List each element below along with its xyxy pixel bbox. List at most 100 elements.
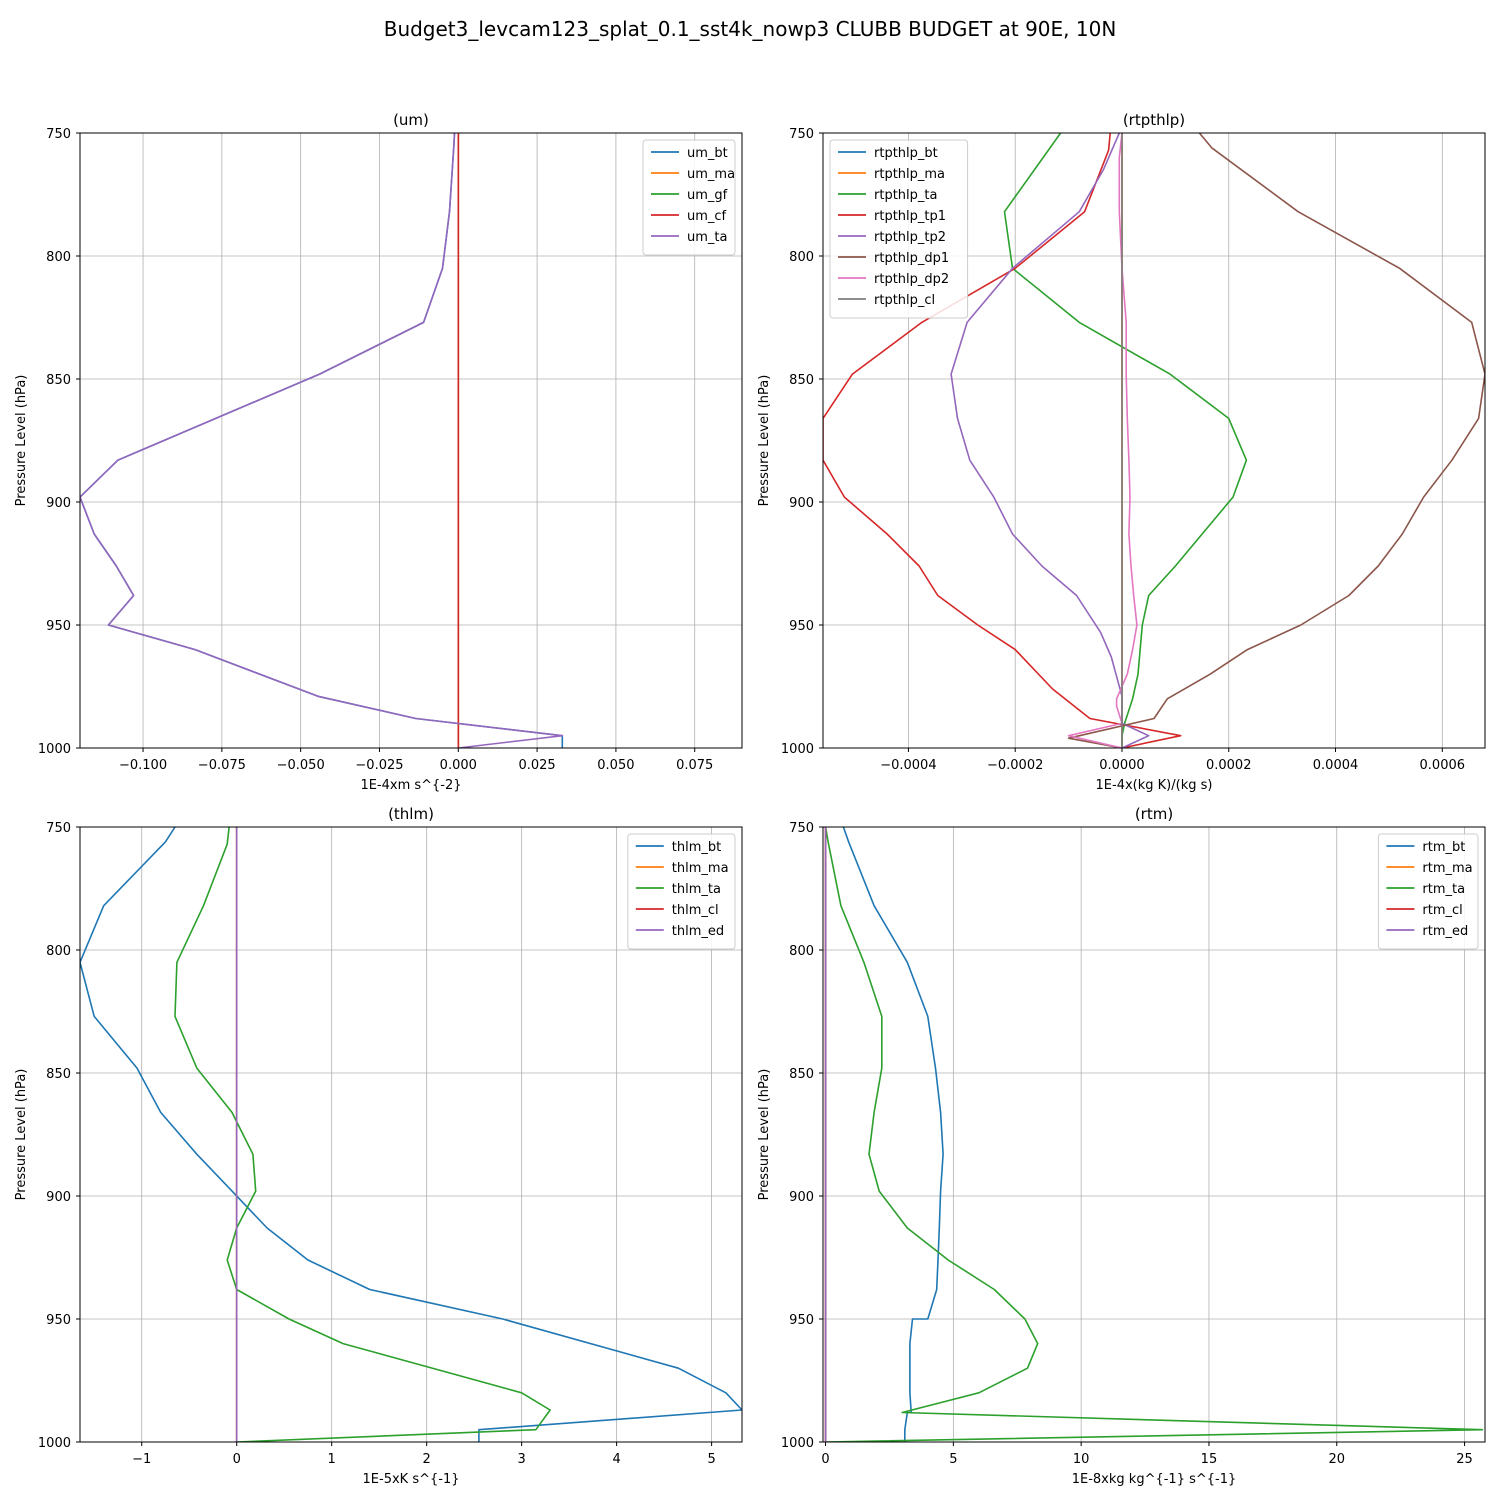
panel-3-xtick-label-2: 10 bbox=[1073, 1452, 1090, 1467]
panel-0-ytick-label-2: 850 bbox=[46, 373, 71, 388]
panel-2-xtick-label-3: 2 bbox=[423, 1452, 431, 1467]
panel-1-xtick-label-2: 0.0000 bbox=[1099, 758, 1145, 773]
panel-0-legend-label-um_cf: um_cf bbox=[687, 209, 727, 224]
panel-0-ylabel: Pressure Level (hPa) bbox=[14, 375, 29, 507]
panel-1-legend: rtpthlp_bt rtpthlp_ma rtpthlp_ta rtpthlp_tp… bbox=[829, 139, 969, 319]
panel-1-title: (rtpthlp) bbox=[1123, 111, 1185, 129]
panel-2-ytick-label-5: 1000 bbox=[38, 1436, 71, 1451]
panel-0-ytick-label-0: 750 bbox=[46, 127, 71, 142]
figure-title: Budget3_levcam123_splat_0.1_sst4k_nowp3 … bbox=[384, 17, 1117, 41]
panel-1-legend-label-rtpthlp_ma: rtpthlp_ma bbox=[874, 167, 945, 182]
panel-0-ytick-label-5: 1000 bbox=[38, 742, 71, 757]
panel-2-legend: thlm_bt thlm_ma thlm_ta thlm_cl thlm_ed bbox=[627, 833, 736, 950]
panel-1-ylabel: Pressure Level (hPa) bbox=[757, 375, 772, 507]
panel-0-title: (um) bbox=[393, 111, 429, 129]
panel-1-ytick-label-0: 750 bbox=[789, 127, 814, 142]
panel-1-ytick-label-5: 1000 bbox=[781, 742, 814, 757]
panel-1-ytick-label-1: 800 bbox=[789, 250, 814, 265]
panel-0-xtick-label-6: 0.050 bbox=[597, 758, 634, 773]
panel-3-xtick-label-0: 0 bbox=[821, 1452, 829, 1467]
panel-2-xtick-label-6: 5 bbox=[707, 1452, 715, 1467]
panel-1-legend-label-rtpthlp_tp2: rtpthlp_tp2 bbox=[874, 230, 946, 245]
panel-1-legend-label-rtpthlp_dp2: rtpthlp_dp2 bbox=[874, 272, 949, 287]
panel-2-legend-label-thlm_ma: thlm_ma bbox=[672, 861, 729, 876]
panel-1-legend-label-rtpthlp_dp1: rtpthlp_dp1 bbox=[874, 251, 949, 266]
panel-2-ytick-label-3: 900 bbox=[46, 1190, 71, 1205]
panel-0-ytick-label-1: 800 bbox=[46, 250, 71, 265]
panel-3-legend-box bbox=[1377, 833, 1479, 950]
panel-2-xtick-label-0: −1 bbox=[132, 1452, 151, 1467]
panel-3-xtick-label-4: 20 bbox=[1328, 1452, 1345, 1467]
panel-1-legend-label-rtpthlp_bt: rtpthlp_bt bbox=[874, 146, 938, 161]
panel-2-title: (thlm) bbox=[388, 805, 434, 823]
panel-0-ytick-label-3: 900 bbox=[46, 496, 71, 511]
panel-2-legend-box bbox=[627, 833, 736, 950]
panel-2-xtick-label-5: 4 bbox=[612, 1452, 620, 1467]
panel-2-ytick-label-1: 800 bbox=[46, 944, 71, 959]
panel-3: 0 5 10 15 20 25 750 800 850 900 950 1000 (rtm) 1E-8xk… bbox=[757, 805, 1486, 1487]
panel-1-frame bbox=[822, 132, 1486, 749]
panel-2-line-thlm_ta bbox=[174, 827, 551, 1442]
panel-1-xtick-label-1: −0.0002 bbox=[987, 758, 1043, 773]
panel-3-legend-label-rtm_ma: rtm_ma bbox=[1422, 861, 1472, 876]
panel-1-ytick-label-4: 950 bbox=[789, 619, 814, 634]
panel-0-legend-label-um_ta: um_ta bbox=[687, 230, 727, 245]
panel-2-xtick-label-4: 3 bbox=[518, 1452, 526, 1467]
panel-3-title: (rtm) bbox=[1135, 805, 1173, 823]
panel-2-legend-label-thlm_cl: thlm_cl bbox=[672, 903, 719, 918]
panel-1-xtick-label-5: 0.0006 bbox=[1420, 758, 1466, 773]
panel-0-series bbox=[80, 133, 564, 748]
panel-0-ytick-label-4: 950 bbox=[46, 619, 71, 634]
panel-2-line-thlm_bt bbox=[80, 827, 742, 1442]
panel-0: −0.100 −0.075 −0.050 −0.025 0.000 0.025 0.050 0… bbox=[14, 111, 743, 793]
panel-0-xtick-label-3: −0.025 bbox=[355, 758, 403, 773]
panel-0-legend-label-um_bt: um_bt bbox=[687, 146, 728, 161]
panel-3-ytick-label-1: 800 bbox=[789, 944, 814, 959]
panel-2-ytick-label-2: 850 bbox=[46, 1067, 71, 1082]
panel-3-xtick-label-1: 5 bbox=[949, 1452, 957, 1467]
panel-0-xtick-label-1: −0.075 bbox=[198, 758, 246, 773]
panel-3-ytick-label-5: 1000 bbox=[781, 1436, 814, 1451]
panel-3-ytick-label-3: 900 bbox=[789, 1190, 814, 1205]
panel-1-line-rtpthlp_dp1 bbox=[1067, 133, 1485, 748]
panel-3-line-rtm_ta bbox=[824, 827, 1484, 1442]
panel-1-xtick-label-4: 0.0004 bbox=[1313, 758, 1359, 773]
panel-2-ylabel: Pressure Level (hPa) bbox=[14, 1069, 29, 1201]
panel-0-line-um_ta bbox=[80, 133, 564, 748]
panel-2: −1 0 1 2 3 4 5 750 800 850 900 950 1000 (thlm) 1E-5xK … bbox=[14, 805, 743, 1487]
panel-3-series bbox=[824, 827, 1484, 1442]
panel-1-legend-label-rtpthlp_cl: rtpthlp_cl bbox=[874, 293, 935, 308]
panel-3-legend-label-rtm_bt: rtm_bt bbox=[1422, 840, 1465, 855]
panel-1-legend-label-rtpthlp_tp1: rtpthlp_tp1 bbox=[874, 209, 946, 224]
panel-1-ytick-label-2: 850 bbox=[789, 373, 814, 388]
panel-1-line-rtpthlp_ta bbox=[1003, 133, 1248, 748]
panel-1-xtick-label-3: 0.0002 bbox=[1206, 758, 1252, 773]
panel-1-xlabel: 1E-4x(kg K)/(kg s) bbox=[1096, 778, 1213, 793]
panel-3-ytick-label-4: 950 bbox=[789, 1313, 814, 1328]
panel-0-xtick-label-5: 0.025 bbox=[518, 758, 555, 773]
panel-2-legend-label-thlm_ta: thlm_ta bbox=[672, 882, 721, 897]
panel-3-ylabel: Pressure Level (hPa) bbox=[757, 1069, 772, 1201]
panel-0-xtick-label-0: −0.100 bbox=[119, 758, 167, 773]
panel-2-legend-label-thlm_bt: thlm_bt bbox=[672, 840, 721, 855]
panel-0-xtick-label-2: −0.050 bbox=[277, 758, 325, 773]
panel-1-legend-box bbox=[829, 139, 969, 319]
panel-3-ytick-label-2: 850 bbox=[789, 1067, 814, 1082]
panel-3-ytick-label-0: 750 bbox=[789, 821, 814, 836]
panel-3-xlabel: 1E-8xkg kg^{-1} s^{-1} bbox=[1072, 1472, 1237, 1487]
panel-3-legend: rtm_bt rtm_ma rtm_ta rtm_cl rtm_ed bbox=[1377, 833, 1479, 950]
panel-2-series bbox=[80, 827, 742, 1442]
panel-3-legend-label-rtm_ta: rtm_ta bbox=[1422, 882, 1465, 897]
panel-0-legend-box bbox=[642, 139, 736, 256]
panel-0-legend-label-um_gf: um_gf bbox=[687, 188, 728, 203]
panel-1-xtick-label-0: −0.0004 bbox=[880, 758, 936, 773]
panel-2-xtick-label-1: 0 bbox=[233, 1452, 241, 1467]
panel-0-legend-label-um_ma: um_ma bbox=[687, 167, 735, 182]
panel-2-frame bbox=[79, 826, 743, 1443]
panel-2-ytick-label-0: 750 bbox=[46, 821, 71, 836]
panel-1-legend-label-rtpthlp_ta: rtpthlp_ta bbox=[874, 188, 937, 203]
panel-0-xtick-label-7: 0.075 bbox=[676, 758, 713, 773]
panel-2-xlabel: 1E-5xK s^{-1} bbox=[363, 1472, 460, 1487]
panel-0-xtick-label-4: 0.000 bbox=[440, 758, 477, 773]
